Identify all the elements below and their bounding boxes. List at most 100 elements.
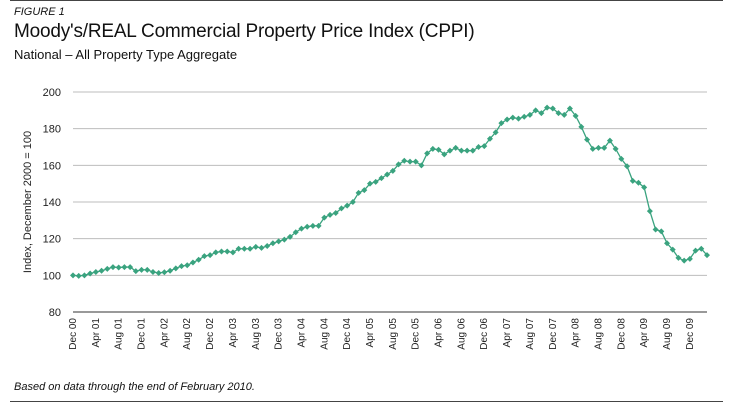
x-tick-label: Apr 05 xyxy=(365,318,376,348)
data-point xyxy=(675,254,682,261)
series-index xyxy=(70,104,710,279)
data-point xyxy=(172,265,179,272)
data-point xyxy=(218,248,225,255)
y-tick-label: 140 xyxy=(43,197,61,209)
x-axis-ticks: Dec 00 Apr 01 Aug 01 Dec 01 Apr 02 Aug 02 Dec … xyxy=(68,318,696,350)
data-point xyxy=(349,199,356,205)
data-point xyxy=(446,147,453,154)
data-point xyxy=(464,147,471,154)
chart-subtitle: National – All Property Type Aggregate xyxy=(14,47,238,62)
data-point xyxy=(641,184,648,191)
x-tick-label: Dec 02 xyxy=(205,318,216,350)
y-tick-label: 120 xyxy=(43,234,61,246)
frame-top-rule xyxy=(10,0,723,1)
data-point xyxy=(686,255,693,262)
data-point xyxy=(127,264,134,271)
y-tick-label: 100 xyxy=(43,270,61,282)
x-tick-label: Apr 07 xyxy=(502,318,513,348)
data-point xyxy=(247,245,254,252)
x-tick-label: Dec 05 xyxy=(411,318,422,350)
y-tick-label: 200 xyxy=(43,87,61,99)
data-point xyxy=(469,147,476,154)
series-line xyxy=(72,106,708,277)
data-point xyxy=(195,256,202,263)
y-tick-label: 80 xyxy=(49,307,61,319)
data-point xyxy=(235,245,242,252)
x-tick-label: Dec 04 xyxy=(342,318,353,350)
data-point xyxy=(104,265,111,272)
data-point xyxy=(618,155,625,162)
data-point xyxy=(544,104,551,111)
data-point xyxy=(538,110,545,117)
data-point xyxy=(304,223,311,230)
data-point xyxy=(298,225,305,232)
grid-lines xyxy=(73,91,707,313)
x-tick-label: Dec 01 xyxy=(137,318,148,350)
data-point xyxy=(429,145,436,152)
data-point xyxy=(624,163,631,170)
data-point xyxy=(606,137,613,144)
data-point xyxy=(504,116,511,123)
footnote: Based on data through the end of Februar… xyxy=(14,381,255,393)
data-point xyxy=(161,269,168,276)
data-point xyxy=(698,245,705,252)
data-point xyxy=(229,249,236,256)
data-point xyxy=(207,252,214,259)
data-point xyxy=(555,110,562,117)
x-tick-label: Aug 02 xyxy=(182,318,193,350)
data-point xyxy=(372,178,379,185)
data-point xyxy=(601,144,608,151)
data-point xyxy=(681,257,688,264)
data-point xyxy=(332,210,339,216)
data-point xyxy=(155,269,162,276)
data-point xyxy=(309,222,316,229)
data-point xyxy=(178,263,185,270)
data-point xyxy=(658,228,665,235)
data-point xyxy=(149,269,156,276)
data-point xyxy=(264,243,271,249)
data-point xyxy=(81,272,88,279)
data-point xyxy=(367,180,374,187)
data-point xyxy=(561,111,568,118)
data-point xyxy=(344,202,351,209)
data-point xyxy=(92,269,99,276)
frame-bottom-rule xyxy=(10,401,723,402)
data-point xyxy=(395,161,402,168)
data-point xyxy=(635,179,642,186)
x-tick-label: Aug 08 xyxy=(593,318,604,350)
data-point xyxy=(578,123,585,130)
data-point xyxy=(258,244,265,251)
data-point xyxy=(704,252,710,259)
data-point xyxy=(572,112,579,119)
data-point xyxy=(287,233,294,240)
data-point xyxy=(144,266,151,273)
data-point xyxy=(321,214,328,221)
data-point xyxy=(441,151,448,158)
data-point xyxy=(692,247,699,254)
data-point xyxy=(327,211,334,218)
data-point xyxy=(275,238,282,245)
data-point xyxy=(664,240,671,247)
data-point xyxy=(458,147,465,154)
x-tick-label: Aug 09 xyxy=(662,318,673,350)
data-point xyxy=(292,229,299,236)
chart-title: Moody's/REAL Commercial Property Price I… xyxy=(14,21,475,42)
data-point xyxy=(509,114,516,121)
data-point xyxy=(412,158,419,165)
data-point xyxy=(584,136,591,143)
y-tick-label: 160 xyxy=(43,160,61,172)
data-point xyxy=(515,115,522,122)
data-point xyxy=(241,245,248,252)
data-point xyxy=(121,264,128,271)
data-point xyxy=(184,262,191,269)
x-tick-label: Aug 05 xyxy=(388,318,399,350)
data-point xyxy=(589,145,596,152)
data-point xyxy=(435,146,442,153)
data-point xyxy=(189,259,196,266)
x-tick-label: Aug 07 xyxy=(525,318,536,350)
data-point xyxy=(167,267,174,274)
data-point xyxy=(70,272,76,279)
data-point xyxy=(132,268,139,275)
data-point xyxy=(87,270,94,277)
